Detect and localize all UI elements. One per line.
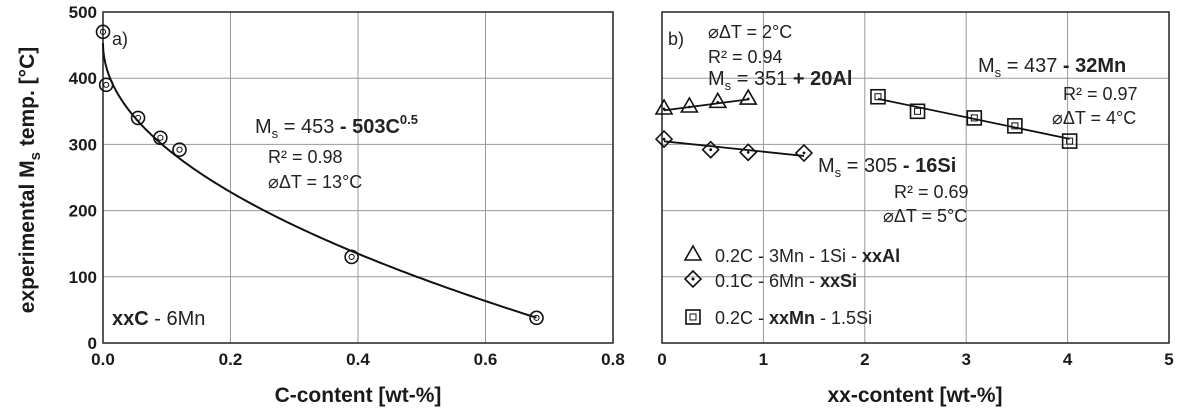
x-tick-label: 0.4	[346, 350, 370, 369]
x-tick-label: 0.2	[219, 350, 243, 369]
legend-label-al: 0.2C - 3Mn - 1Si - xxAl	[715, 246, 900, 266]
panel-a-points	[95, 24, 544, 326]
panel-a-y-ticks: 0 100 200 300 400 500	[69, 3, 97, 353]
x-tick-label: 0.8	[601, 350, 625, 369]
panel-a-grid	[103, 12, 613, 343]
x-tick-label: 3	[961, 350, 970, 369]
y-tick-label: 300	[69, 135, 97, 154]
square-marker	[966, 110, 983, 126]
triangle-marker	[738, 88, 758, 105]
y-tick-label: 400	[69, 69, 97, 88]
x-tick-label: 5	[1164, 350, 1173, 369]
panel-b-al-dt: ⌀ΔT = 2°C	[708, 22, 792, 42]
panel-b-label: b)	[668, 29, 684, 49]
diamond-marker	[654, 129, 674, 149]
panel-a-frame	[102, 11, 614, 344]
square-marker	[1007, 118, 1023, 134]
circle-marker	[529, 310, 544, 326]
panel-a-r2: R² = 0.98	[268, 147, 343, 167]
circle-marker	[153, 130, 168, 146]
legend-square-marker	[685, 309, 701, 325]
y-tick-label: 200	[69, 202, 97, 221]
panel-b-si-equation: Ms = 305 - 16Si	[818, 155, 956, 180]
circle-marker	[344, 249, 359, 265]
x-tick-label: 0.0	[91, 350, 115, 369]
panel-b-legend: 0.2C - 3Mn - 1Si - xxAl 0.1C - 6Mn - xxS…	[683, 244, 900, 328]
y-tick-label: 500	[69, 3, 97, 22]
circle-marker	[172, 142, 187, 157]
panel-b: 0 1 2 3 4 5 b) ⌀ΔT = 2°C R² = 0.94 Ms = 351 +…	[654, 11, 1174, 407]
y-axis-title: experimental Ms temp. [°C]	[16, 47, 44, 313]
x-tick-label: 4	[1063, 350, 1073, 369]
panel-b-x-ticks: 0 1 2 3 4 5	[657, 350, 1173, 369]
legend-triangle-marker	[683, 244, 703, 261]
panel-a: 0 100 200 300 400 500 0.0 0.2 0.4 0.6 0.8 a) Ms =…	[69, 3, 625, 407]
panel-a-equation: Ms = 453 - 503C0.5	[255, 112, 418, 141]
circle-marker	[130, 110, 146, 126]
legend-item-al: 0.2C - 3Mn - 1Si - xxAl	[683, 244, 900, 266]
panel-a-fit-curve	[102, 43, 537, 319]
triangle-marker	[654, 98, 674, 115]
x-tick-label: 0	[657, 350, 666, 369]
panel-b-al-r2: R² = 0.94	[708, 47, 783, 67]
fit-line-square	[877, 97, 1070, 140]
circle-marker	[95, 24, 111, 40]
triangle-marker	[708, 91, 728, 109]
legend-label-si: 0.1C - 6Mn - xxSi	[715, 271, 857, 291]
legend-label-mn: 0.2C - xxMn - 1.5Si	[715, 308, 872, 328]
legend-diamond-dot	[691, 277, 695, 281]
panel-b-x-axis-title: xx-content [wt-%]	[828, 384, 1003, 407]
x-tick-label: 2	[860, 350, 869, 369]
panel-a-label: a)	[112, 29, 128, 49]
triangle-marker	[679, 96, 699, 113]
legend-diamond-marker	[683, 269, 703, 289]
panel-a-x-ticks: 0.0 0.2 0.4 0.6 0.8	[91, 350, 625, 369]
legend-item-si: 0.1C - 6Mn - xxSi	[683, 269, 857, 291]
panel-b-mn-dt: ⌀ΔT = 4°C	[1052, 108, 1136, 128]
square-marker	[870, 88, 886, 105]
panel-b-mn-equation: Ms = 437 - 32Mn	[978, 55, 1126, 80]
diamond-marker	[739, 143, 758, 162]
panel-a-dt: ⌀ΔT = 13°C	[268, 172, 362, 192]
fit-line-diamond	[663, 140, 805, 157]
y-tick-label: 0	[88, 334, 97, 353]
y-tick-label: 100	[69, 268, 97, 287]
square-marker	[909, 103, 926, 120]
x-tick-label: 1	[759, 350, 768, 369]
circle-marker	[98, 77, 114, 93]
legend-square-inner	[689, 313, 697, 321]
fit-line-triangle	[663, 98, 749, 112]
square-marker	[1061, 133, 1078, 149]
panel-b-grid	[662, 12, 1169, 343]
panel-a-x-axis-title: C-content [wt-%]	[275, 384, 442, 407]
panel-a-series-label: xxC - 6Mn	[112, 308, 205, 330]
panel-b-al-equation: Ms = 351 + 20Al	[708, 68, 852, 93]
panel-b-points	[654, 88, 1078, 163]
diamond-marker	[794, 143, 814, 163]
panel-b-frame	[661, 11, 1170, 344]
x-tick-label: 0.6	[474, 350, 498, 369]
diamond-marker	[701, 140, 720, 159]
panel-b-si-r2: R² = 0.69	[894, 182, 969, 202]
y-axis-title-sub: s	[27, 152, 44, 160]
legend-item-mn: 0.2C - xxMn - 1.5Si	[685, 308, 872, 328]
panel-b-mn-r2: R² = 0.97	[1063, 84, 1138, 104]
panel-b-si-dt: ⌀ΔT = 5°C	[883, 206, 967, 226]
